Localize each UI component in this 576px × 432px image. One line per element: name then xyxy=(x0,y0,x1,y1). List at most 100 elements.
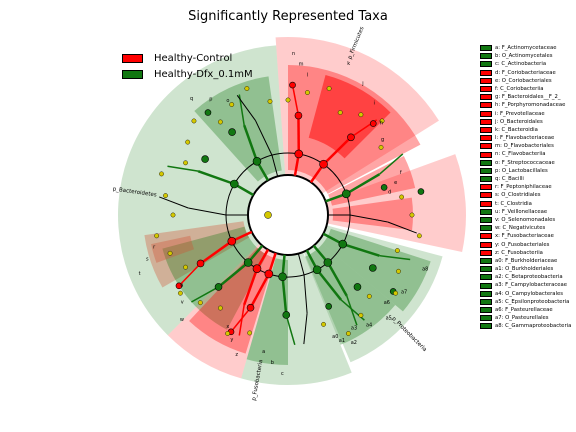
clade-letter-a5: a5 xyxy=(386,315,392,321)
taxa-label-x: x: F_Fusobacteriaceae xyxy=(495,233,554,240)
node-1 xyxy=(294,111,303,120)
taxa-item-h: h: F_Porphyromonadaceae xyxy=(480,101,571,109)
band-bacteroidetes-b xyxy=(325,154,466,253)
node-17 xyxy=(282,311,291,319)
band-clostridia xyxy=(144,221,250,288)
taxa-label-u: u: F_Veillonellaceae xyxy=(495,208,548,215)
taxa-item-a0: a0: F_Burkholderiaceae xyxy=(480,257,571,265)
taxa-swatch-a2 xyxy=(480,274,492,281)
clade-letter-a: a xyxy=(262,349,265,355)
spoke-tip-10 xyxy=(238,304,245,336)
branches xyxy=(159,84,417,346)
leaf-node-10 xyxy=(394,248,400,253)
spoke-inner-16 xyxy=(271,154,279,177)
spoke-outer-11 xyxy=(217,261,249,288)
taxa-label-p: p: O_Lactobacillales xyxy=(495,167,548,174)
taxa-label-n: n: C_Flavobacteriia xyxy=(495,151,546,158)
taxa-item-j: j: O_Bacteroidales xyxy=(480,118,571,126)
taxa-item-c: c: C_Actinobacteria xyxy=(480,60,571,68)
taxa-swatch-v xyxy=(480,217,492,224)
phylum-label-3: p_Proteobacteria xyxy=(390,316,427,353)
band-actinobacteria xyxy=(246,258,288,365)
taxa-item-a8: a8: C_Gammaproteobacteria xyxy=(480,322,571,330)
spoke-outer-12 xyxy=(199,240,233,265)
taxa-item-k: k: C_Bacteroidia xyxy=(480,126,571,134)
taxa-label-e: e: O_Coriobacteriales xyxy=(495,77,552,84)
spoke-outer-16 xyxy=(254,120,273,156)
leaf-node-8 xyxy=(409,212,415,218)
leaf-node-9 xyxy=(416,233,422,239)
taxa-label-t: t: C_Clostridia xyxy=(495,200,532,207)
control-swatch xyxy=(122,53,143,63)
spoke-outer-6 xyxy=(316,268,342,301)
node-30 xyxy=(228,128,236,136)
leaf-node-13 xyxy=(366,293,372,299)
spoke-tip-12 xyxy=(178,262,202,287)
taxa-label-s: s: O_Clostridiales xyxy=(495,192,541,199)
clade-letter-s: s xyxy=(146,257,149,263)
clade-letter-g: g xyxy=(381,137,384,143)
legend-label-control: Healthy-Control xyxy=(154,52,233,64)
root-node xyxy=(264,211,272,219)
taxa-item-a3: a3: F_Campylobacteraceae xyxy=(480,281,571,289)
taxa-label-z: z: C_Fusobacteriia xyxy=(495,249,543,256)
node-16 xyxy=(278,272,287,282)
taxa-swatch-i xyxy=(480,110,492,117)
taxa-item-f: f: C_Coriobacteriia xyxy=(480,85,571,93)
node-7 xyxy=(380,184,388,191)
leaf-node-5 xyxy=(379,118,385,124)
node-23 xyxy=(214,283,223,291)
spoke-outer-4 xyxy=(342,242,380,257)
taxa-item-s: s: O_Clostridiales xyxy=(480,191,571,199)
taxa-swatch-a6 xyxy=(480,307,492,314)
clade-letter-y: y xyxy=(230,337,233,343)
taxa-label-a3: a3: F_Campylobacteraceae xyxy=(495,282,568,289)
leaf-node-26 xyxy=(163,193,168,199)
leaf-node-32 xyxy=(229,102,235,107)
band-coriobacteriia xyxy=(332,197,413,231)
taxa-swatch-m xyxy=(480,143,492,150)
nodes xyxy=(154,81,425,336)
node-21 xyxy=(252,264,262,273)
clade-letter-q: q xyxy=(190,96,193,102)
clade-letter-c: c xyxy=(281,371,284,377)
taxa-item-w: w: C_Negativicutes xyxy=(480,224,571,232)
clade-letter-r: r xyxy=(153,244,156,250)
taxa-label-a6: a6: F_Pasteurellaceae xyxy=(495,307,553,313)
clade-letter-a6: a6 xyxy=(384,300,390,306)
taxa-label-i: i: F_Prevotellaceae xyxy=(495,110,545,117)
taxa-label-q: q: C_Bacilli xyxy=(495,176,524,182)
taxa-swatch-d xyxy=(480,69,492,76)
spoke-tip-8 xyxy=(285,314,296,346)
band-gammaproteobacteria xyxy=(322,228,431,312)
node-14 xyxy=(312,265,322,275)
clade-letter-a8: a8 xyxy=(422,266,428,272)
taxa-item-g: g: F_Bacteroidales__F_2_ xyxy=(480,93,571,101)
leaf-node-20 xyxy=(197,300,203,306)
spoke-tip-9 xyxy=(230,307,252,333)
spoke-tip-11 xyxy=(191,286,219,303)
spoke-inner-7 xyxy=(297,253,305,276)
leaf-node-29 xyxy=(185,139,191,145)
taxa-label-h: h: F_Porphyromonadaceae xyxy=(495,102,566,109)
clade-letter-e: e xyxy=(394,180,397,186)
node-24 xyxy=(227,236,237,246)
taxa-swatch-r xyxy=(480,184,492,191)
taxa-item-n: n: C_Flavobacteriia xyxy=(480,150,571,158)
clade-letter-h: h xyxy=(380,121,383,127)
node-27 xyxy=(230,179,239,189)
clade-letter-w: w xyxy=(180,317,184,323)
taxa-swatch-c xyxy=(480,61,492,68)
leaf-node-27 xyxy=(159,171,164,177)
taxa-swatch-a4 xyxy=(480,290,492,297)
clade-letter-v: v xyxy=(181,300,184,306)
spoke-outer-2 xyxy=(345,173,380,195)
leaf-node-19 xyxy=(218,305,223,311)
node-29 xyxy=(252,157,262,166)
taxa-swatch-l xyxy=(480,135,492,142)
taxa-swatch-g xyxy=(480,94,492,101)
spoke-tip-13 xyxy=(159,196,189,209)
leaf-node-24 xyxy=(154,233,160,239)
taxa-item-p: p: O_Lactobacillales xyxy=(480,167,571,175)
node-19 xyxy=(246,303,255,312)
